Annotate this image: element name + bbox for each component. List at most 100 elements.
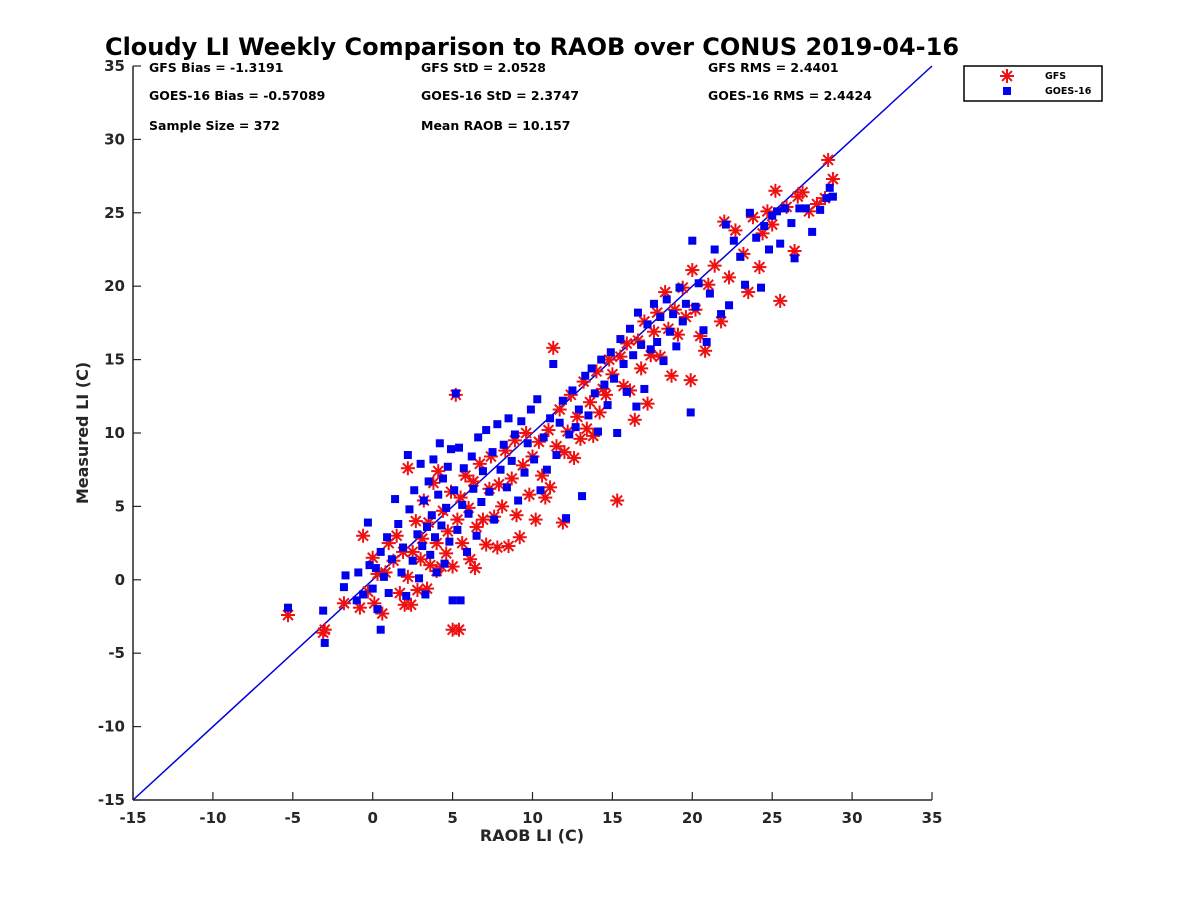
goes-16-point bbox=[453, 525, 462, 534]
gfs-point bbox=[336, 596, 351, 611]
stat-goes-std: GOES-16 StD = 2.3747 bbox=[421, 88, 579, 103]
goes-16-point bbox=[768, 211, 777, 220]
gfs-point bbox=[567, 450, 582, 465]
goes-16-point bbox=[600, 380, 609, 389]
goes-16-point bbox=[568, 386, 577, 395]
goes-16-point bbox=[451, 389, 460, 398]
y-tick-label: 35 bbox=[104, 57, 125, 75]
legend: GFS GOES-16 bbox=[963, 65, 1103, 102]
goes-16-point bbox=[405, 505, 414, 514]
goes-16-point bbox=[403, 451, 412, 460]
gfs-point bbox=[450, 512, 465, 527]
gfs-point bbox=[439, 546, 454, 561]
goes-16-point bbox=[431, 533, 440, 542]
goes-16-point bbox=[456, 596, 465, 605]
goes-16-point bbox=[757, 283, 766, 292]
goes-16-point bbox=[450, 486, 459, 495]
x-tick-label: -10 bbox=[199, 809, 226, 827]
goes-16-point bbox=[752, 233, 761, 242]
goes-16-point bbox=[490, 515, 499, 524]
gfs-point bbox=[543, 480, 558, 495]
goes-16-point bbox=[646, 345, 655, 354]
x-tick-label: 0 bbox=[367, 809, 377, 827]
goes-16-point bbox=[423, 522, 432, 531]
goes-16-point bbox=[520, 468, 529, 477]
gfs-point bbox=[410, 583, 425, 598]
x-tick-label: 5 bbox=[447, 809, 457, 827]
x-tick-label: 30 bbox=[842, 809, 863, 827]
goes-16-point bbox=[376, 625, 385, 634]
goes-16-point bbox=[721, 220, 730, 229]
goes-16-point bbox=[467, 452, 476, 461]
legend-gfs-label: GFS bbox=[1045, 71, 1066, 82]
goes-16-point bbox=[741, 280, 750, 289]
gfs-point bbox=[714, 314, 729, 329]
goes-16-point bbox=[640, 384, 649, 393]
goes-16-point bbox=[447, 445, 456, 454]
goes-16-point bbox=[448, 596, 457, 605]
goes-16-point bbox=[571, 423, 580, 432]
goes-16-point bbox=[427, 511, 436, 520]
goes-16-point bbox=[384, 589, 393, 598]
gfs-point bbox=[795, 185, 810, 200]
stat-goes-bias: GOES-16 Bias = -0.57089 bbox=[149, 88, 325, 103]
goes-16-point bbox=[320, 638, 329, 647]
gfs-point bbox=[400, 461, 415, 476]
goes-16-point bbox=[399, 543, 408, 552]
gfs-point bbox=[389, 528, 404, 543]
goes-16-point bbox=[555, 418, 564, 427]
goes-16-point bbox=[705, 289, 714, 298]
goes-16-point bbox=[694, 279, 703, 288]
goes-16-point bbox=[415, 574, 424, 583]
x-axis-label: RAOB LI (C) bbox=[480, 826, 584, 845]
y-tick-label: 10 bbox=[104, 424, 125, 442]
goes-16-point bbox=[440, 559, 449, 568]
goes-16-point bbox=[459, 464, 468, 473]
goes-16-point bbox=[397, 568, 406, 577]
goes-16-point bbox=[590, 389, 599, 398]
gfs-point bbox=[541, 423, 556, 438]
goes-16-point bbox=[656, 313, 665, 322]
goes-16-point bbox=[816, 205, 825, 214]
goes-16-point bbox=[402, 591, 411, 600]
gfs-point bbox=[646, 324, 661, 339]
stats-block: GFS Bias = -1.3191 GOES-16 Bias = -0.570… bbox=[149, 60, 872, 133]
goes-16-point bbox=[729, 236, 738, 245]
gfs-point bbox=[538, 490, 553, 505]
goes-16-point bbox=[552, 451, 561, 460]
gfs-series bbox=[281, 152, 840, 640]
goes-16-point bbox=[391, 495, 400, 504]
goes-16-point bbox=[482, 426, 491, 435]
goes-16-point bbox=[507, 456, 516, 465]
goes-16-point bbox=[319, 606, 328, 615]
goes-16-point bbox=[581, 371, 590, 380]
legend-box bbox=[963, 65, 1103, 102]
goes-16-point bbox=[419, 496, 428, 505]
goes-16-point bbox=[745, 208, 754, 217]
goes-16-point bbox=[686, 408, 695, 417]
goes-16-point bbox=[672, 342, 681, 351]
goes-16-point bbox=[458, 500, 467, 509]
goes-16-point bbox=[609, 374, 618, 383]
goes-16-point bbox=[373, 605, 382, 614]
gfs-point bbox=[698, 343, 713, 358]
y-tick-label: -10 bbox=[98, 718, 125, 736]
goes-16-point bbox=[578, 492, 587, 501]
gfs-point bbox=[509, 508, 524, 523]
gfs-point bbox=[765, 217, 780, 232]
legend-goes-label: GOES-16 bbox=[1045, 86, 1092, 97]
gfs-point bbox=[352, 600, 367, 615]
goes-16-point bbox=[688, 236, 697, 245]
legend-gfs-asterisk bbox=[1000, 69, 1014, 83]
goes-16-series bbox=[284, 183, 837, 647]
gfs-point bbox=[683, 373, 698, 388]
goes-16-point bbox=[772, 207, 781, 216]
gfs-point bbox=[455, 536, 470, 551]
gfs-point bbox=[599, 387, 614, 402]
gfs-point bbox=[610, 493, 625, 508]
gfs-point bbox=[664, 368, 679, 383]
goes-16-point bbox=[526, 405, 535, 414]
x-tick-label: 35 bbox=[922, 809, 943, 827]
goes-16-point bbox=[478, 467, 487, 476]
